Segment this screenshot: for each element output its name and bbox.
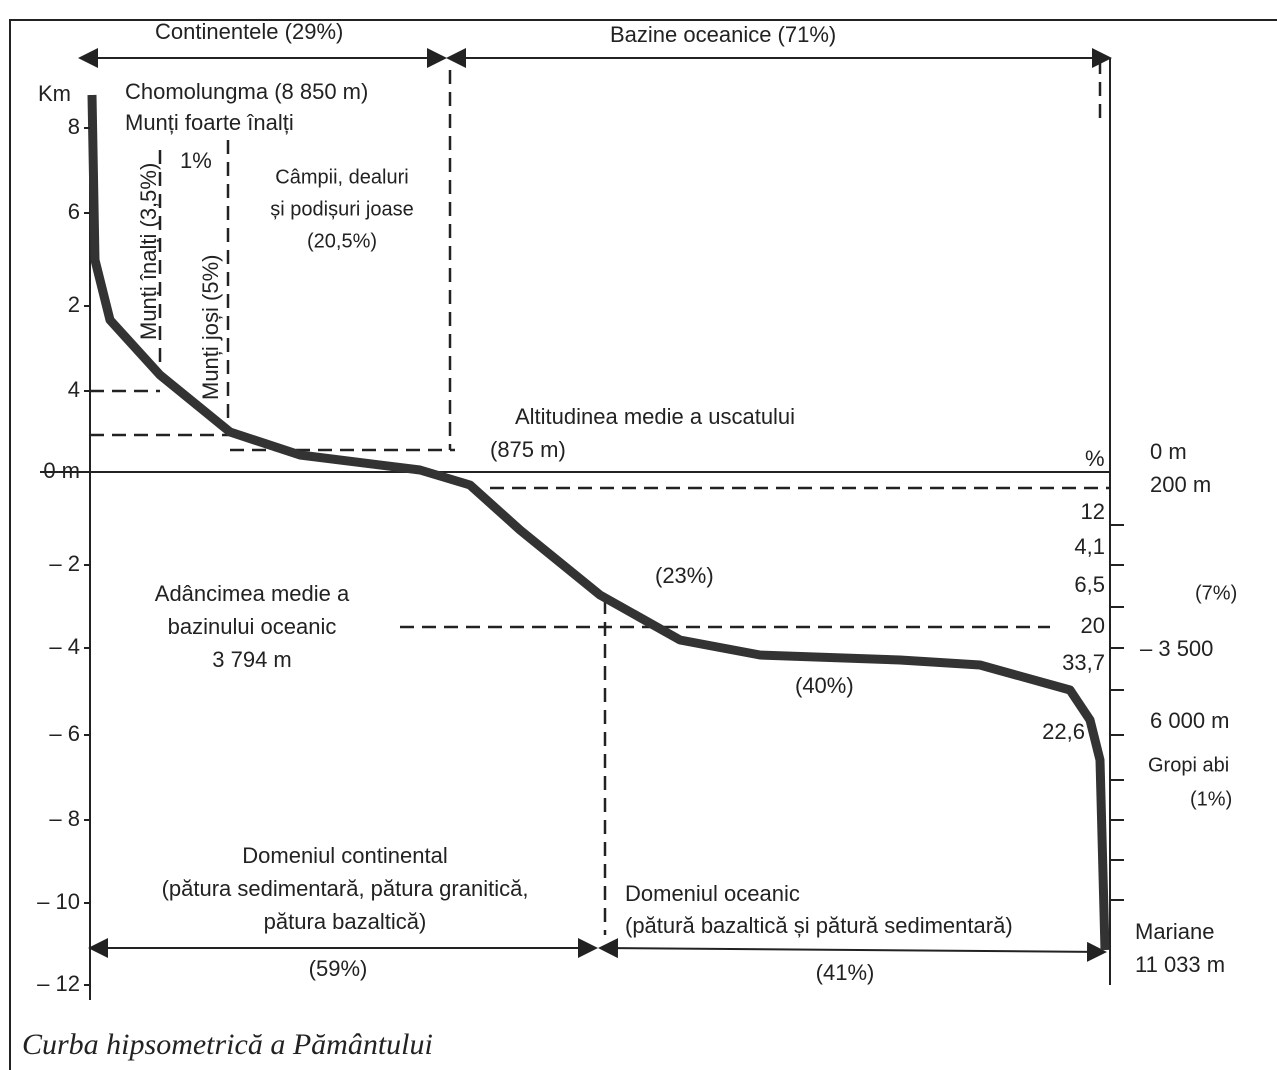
label: 33,7 xyxy=(1062,650,1105,675)
label: 6 000 m xyxy=(1150,708,1230,733)
label: 12 xyxy=(1081,499,1105,524)
label: Domeniul continental xyxy=(242,843,447,868)
label: Câmpii, dealuri xyxy=(275,166,408,188)
y-tick-label: 8 xyxy=(68,114,80,139)
label: (875 m) xyxy=(490,437,566,462)
label: bazinului oceanic xyxy=(168,614,337,639)
right-axis-ticks xyxy=(1110,524,1124,901)
label: 3 794 m xyxy=(212,647,292,672)
label: (pătură bazaltică și pătură sedimentară) xyxy=(625,913,1013,938)
label: 22,6 xyxy=(1042,719,1085,744)
label: Munți înalți (3,5%) xyxy=(136,163,161,340)
dashed-lines xyxy=(90,60,1110,935)
y-tick-label: – 2 xyxy=(49,551,80,576)
label: (20,5%) xyxy=(307,230,377,252)
y-tick-label: – 12 xyxy=(37,971,80,996)
label: Munți joși (5%) xyxy=(198,255,223,400)
label: 1% xyxy=(180,148,212,173)
y-tick-label: 2 xyxy=(68,292,80,317)
label: 0 m xyxy=(1150,439,1187,464)
label: Adâncimea medie a xyxy=(155,581,350,606)
y-tick-label: – 8 xyxy=(49,806,80,831)
axis-unit: Km xyxy=(38,81,71,106)
label: (41%) xyxy=(816,960,875,985)
label: 4,1 xyxy=(1074,534,1105,559)
label: (1%) xyxy=(1190,788,1232,810)
label: 20 xyxy=(1081,613,1105,638)
y-tick-label: – 6 xyxy=(49,721,80,746)
label: Gropi abi xyxy=(1148,754,1229,776)
label: – 3 500 xyxy=(1140,636,1213,661)
label: Domeniul oceanic xyxy=(625,881,800,906)
label: (pătura sedimentară, pătura granitică, xyxy=(162,876,529,901)
label: 11 033 m xyxy=(1135,952,1225,977)
y-tick-label: – 4 xyxy=(49,634,80,659)
label: (7%) xyxy=(1195,582,1237,604)
label: Continentele (29%) xyxy=(155,19,343,44)
arrow xyxy=(598,938,1107,962)
label: % xyxy=(1085,446,1105,471)
label: Bazine oceanice (71%) xyxy=(610,22,836,47)
label: Chomolungma (8 850 m) xyxy=(125,79,368,104)
hypsometric-curve xyxy=(87,94,1110,951)
y-tick-label: 6 xyxy=(68,199,80,224)
label: (40%) xyxy=(795,673,854,698)
y-tick-label: 4 xyxy=(68,377,80,402)
y-tick-label: – 10 xyxy=(37,889,80,914)
label: Munți foarte înalți xyxy=(125,110,294,135)
left-axis-ticks: 8 6 2 4 0 m – 2 – 4 – 6 – 8 – 10 – 12 xyxy=(37,114,90,996)
label: 200 m xyxy=(1150,472,1211,497)
label: pătura bazaltică) xyxy=(264,909,427,934)
label: (23%) xyxy=(655,563,714,588)
caption: Curba hipsometrică a Pământului xyxy=(22,1028,433,1061)
frame xyxy=(9,19,1277,1070)
label: (59%) xyxy=(309,956,368,981)
label: 6,5 xyxy=(1074,572,1105,597)
label: Altitudinea medie a uscatului xyxy=(515,404,795,429)
label: și podișuri joase xyxy=(270,198,413,220)
label: Mariane xyxy=(1135,919,1214,944)
y-tick-label: 0 m xyxy=(43,458,80,483)
